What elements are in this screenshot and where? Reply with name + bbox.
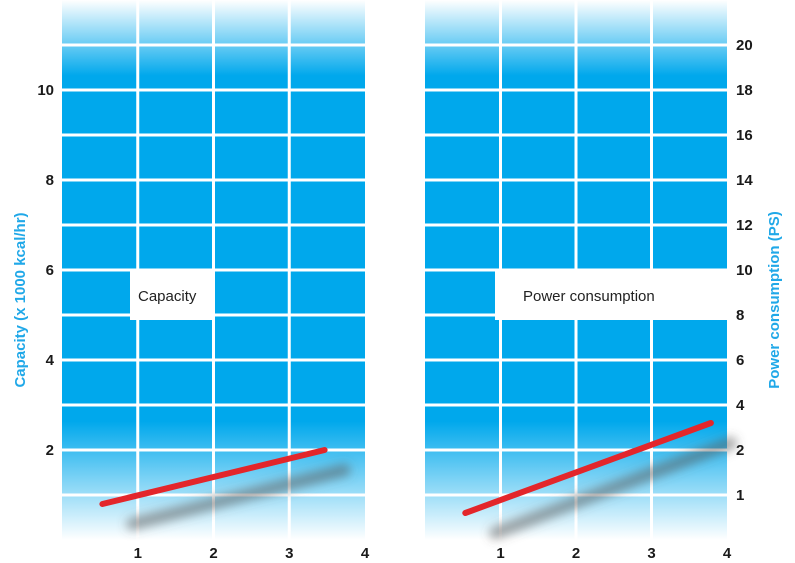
power-x-tick-label: 1 — [496, 545, 504, 562]
power-y-tick-label: 2 — [736, 442, 744, 459]
power-inline-label: Power consumption — [523, 288, 655, 305]
power-y-tick-label: 14 — [736, 172, 753, 189]
power-y-tick-label: 8 — [736, 307, 744, 324]
power-x-tick-label: 3 — [647, 545, 655, 562]
power-x-tick-label: 4 — [723, 545, 732, 562]
capacity-x-tick-label: 3 — [285, 545, 293, 562]
power-x-ticks: 1 2 3 4 — [496, 545, 732, 562]
capacity-x-ticks: 1 2 3 4 — [134, 545, 370, 562]
capacity-chart: Capacity 1 2 3 4 2 4 6 8 10 Capacity (x 1000 kc… — [12, 0, 370, 562]
power-y-tick-label: 20 — [736, 37, 753, 54]
capacity-x-tick-label: 1 — [134, 545, 142, 562]
power-axis-title: Power consumption (PS) — [766, 211, 783, 389]
power-series-shadow — [489, 437, 737, 539]
capacity-inline-label: Capacity — [138, 288, 197, 305]
power-y-tick-label: 6 — [736, 352, 744, 369]
capacity-y-tick-label: 6 — [46, 262, 54, 279]
power-y-tick-label: 1 — [736, 487, 744, 504]
capacity-y-tick-label: 8 — [46, 172, 54, 189]
capacity-y-tick-label: 10 — [37, 82, 54, 99]
power-label-box — [495, 270, 727, 320]
capacity-grid — [62, 0, 365, 540]
capacity-x-tick-label: 2 — [209, 545, 217, 562]
power-y-tick-label: 10 — [736, 262, 753, 279]
power-series-line — [462, 420, 714, 516]
power-x-tick-label: 2 — [572, 545, 580, 562]
capacity-axis-title: Capacity (x 1000 kcal/hr) — [12, 212, 29, 387]
capacity-label-box — [130, 270, 212, 320]
power-series — [462, 420, 737, 539]
capacity-series-shadow — [126, 464, 351, 530]
power-y-tick-label: 4 — [736, 397, 745, 414]
capacity-y-tick-label: 4 — [46, 352, 55, 369]
capacity-series — [99, 447, 351, 530]
power-y-tick-label: 12 — [736, 217, 753, 234]
capacity-y-tick-label: 2 — [46, 442, 54, 459]
power-y-tick-label: 16 — [736, 127, 753, 144]
capacity-series-line — [99, 447, 328, 507]
capacity-x-tick-label: 4 — [361, 545, 370, 562]
capacity-y-ticks: 2 4 6 8 10 — [37, 82, 54, 459]
power-y-tick-label: 18 — [736, 82, 753, 99]
